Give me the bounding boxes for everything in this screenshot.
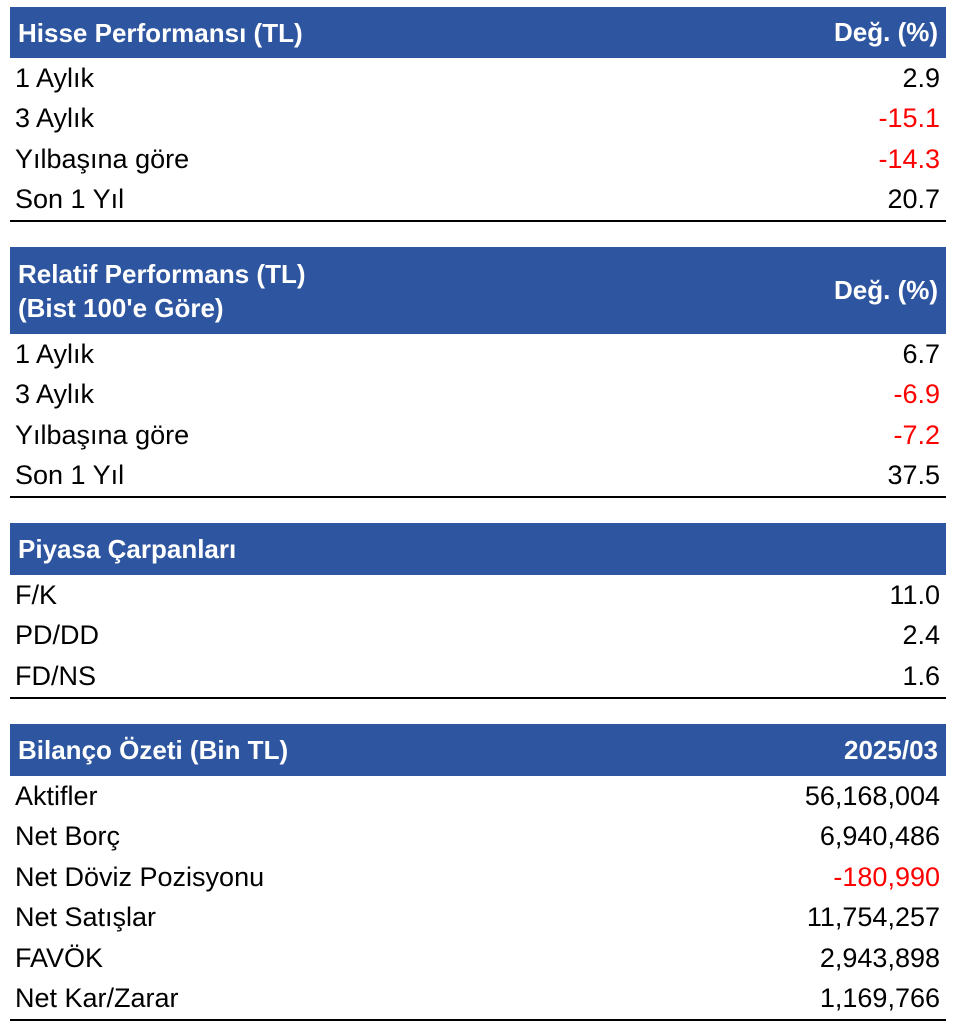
row-label: PD/DD xyxy=(15,620,100,651)
table-row: 1 Aylık 2.9 xyxy=(10,58,946,99)
row-label: Net Satışlar xyxy=(15,902,157,933)
table-row: Yılbaşına göre -14.3 xyxy=(10,139,946,180)
row-value: 20.7 xyxy=(887,184,940,215)
row-label: 3 Aylık xyxy=(15,379,95,410)
balance-sheet-title: Bilanço Özeti (Bin TL) xyxy=(18,735,289,765)
table-row: 3 Aylık -6.9 xyxy=(10,375,946,416)
table-row: Net Döviz Pozisyonu -180,990 xyxy=(10,857,946,898)
market-multiples-table: Piyasa Çarpanları F/K 11.0 PD/DD 2.4 FD/… xyxy=(10,523,946,699)
table-row: Aktifler 56,168,004 xyxy=(10,776,946,817)
row-label: Aktifler xyxy=(15,780,98,811)
row-label: FD/NS xyxy=(15,660,96,691)
row-label: Net Borç xyxy=(15,821,121,852)
section-divider xyxy=(10,496,946,498)
relative-performance-title-line1: Relatif Performans (TL) xyxy=(18,258,306,289)
table-row: Net Kar/Zarar 1,169,766 xyxy=(10,979,946,1020)
row-label: 1 Aylık xyxy=(15,62,95,93)
stock-performance-value-header: Değ. (%) xyxy=(834,17,938,47)
stock-performance-header: Hisse Performansı (TL) Değ. (%) xyxy=(10,7,946,58)
row-value: 11.0 xyxy=(889,579,940,610)
row-value: 2,943,898 xyxy=(819,942,940,973)
relative-performance-title: Relatif Performans (TL) (Bist 100'e Göre… xyxy=(18,257,306,325)
row-value: 6,940,486 xyxy=(819,821,940,852)
table-row: FAVÖK 2,943,898 xyxy=(10,938,946,979)
table-row: Yılbaşına göre -7.2 xyxy=(10,415,946,456)
row-value: -14.3 xyxy=(878,143,940,174)
row-value: 2.4 xyxy=(902,620,940,651)
row-label: Net Döviz Pozisyonu xyxy=(15,861,265,892)
row-label: Yılbaşına göre xyxy=(15,419,190,450)
row-value: -180,990 xyxy=(833,861,940,892)
row-label: F/K xyxy=(15,579,58,610)
row-label: Son 1 Yıl xyxy=(15,460,125,491)
stock-performance-title: Hisse Performansı (TL) xyxy=(18,17,303,48)
table-row: Net Satışlar 11,754,257 xyxy=(10,898,946,939)
table-row: 3 Aylık -15.1 xyxy=(10,99,946,140)
table-row: Son 1 Yıl 20.7 xyxy=(10,180,946,221)
market-multiples-title: Piyasa Çarpanları xyxy=(18,534,237,564)
section-divider xyxy=(10,220,946,222)
table-row: Son 1 Yıl 37.5 xyxy=(10,456,946,497)
table-row: PD/DD 2.4 xyxy=(10,616,946,657)
row-label: Yılbaşına göre xyxy=(15,143,190,174)
row-value: -7.2 xyxy=(893,419,940,450)
row-value: 11,754,257 xyxy=(806,902,940,933)
section-divider xyxy=(10,1019,946,1021)
balance-sheet-header: Bilanço Özeti (Bin TL) 2025/03 xyxy=(10,724,946,776)
market-multiples-header: Piyasa Çarpanları xyxy=(10,523,946,575)
row-label: 1 Aylık xyxy=(15,338,95,369)
relative-performance-header: Relatif Performans (TL) (Bist 100'e Göre… xyxy=(10,247,946,334)
table-row: F/K 11.0 xyxy=(10,575,946,616)
row-value: -6.9 xyxy=(893,379,940,410)
row-label: FAVÖK xyxy=(15,942,104,973)
row-value: 37.5 xyxy=(887,460,940,491)
row-value: -15.1 xyxy=(878,103,940,134)
row-value: 56,168,004 xyxy=(804,780,940,811)
row-value: 2.9 xyxy=(902,62,940,93)
relative-performance-title-line2: (Bist 100'e Göre) xyxy=(18,292,224,323)
row-value: 6.7 xyxy=(902,338,940,369)
relative-performance-value-header: Değ. (%) xyxy=(834,275,938,305)
section-divider xyxy=(10,696,946,699)
table-row: Net Borç 6,940,486 xyxy=(10,817,946,858)
row-label: 3 Aylık xyxy=(15,103,95,134)
row-label: Son 1 Yıl xyxy=(15,184,125,215)
balance-sheet-period: 2025/03 xyxy=(844,734,938,765)
row-value: 1.6 xyxy=(902,660,940,691)
relative-performance-table: Relatif Performans (TL) (Bist 100'e Göre… xyxy=(10,247,946,498)
table-row: 1 Aylık 6.7 xyxy=(10,334,946,375)
row-value: 1,169,766 xyxy=(819,983,940,1014)
row-label: Net Kar/Zarar xyxy=(15,983,179,1014)
table-row: FD/NS 1.6 xyxy=(10,656,946,697)
stock-performance-table: Hisse Performansı (TL) Değ. (%) 1 Aylık … xyxy=(10,7,946,222)
balance-sheet-summary-table: Bilanço Özeti (Bin TL) 2025/03 Aktifler … xyxy=(10,724,946,1021)
